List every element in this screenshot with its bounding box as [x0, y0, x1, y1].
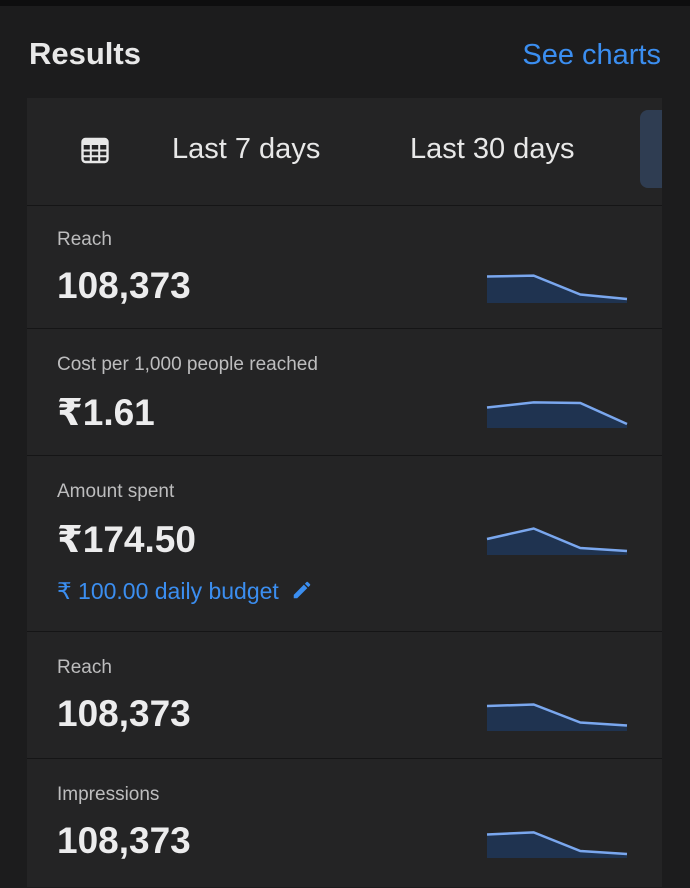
metric-label: Amount spent: [57, 481, 175, 502]
sparkline-line: [486, 703, 628, 727]
sparkline-line: [486, 831, 628, 856]
results-panel: Last 7 days Last 30 days Reach 108,373 C…: [27, 98, 662, 887]
sparkline-area: [487, 704, 627, 731]
daily-budget-link[interactable]: ₹ 100.00 daily budget: [57, 578, 313, 605]
date-option-selected-partial[interactable]: [640, 110, 662, 188]
page-title: Results: [29, 36, 141, 71]
metric-value: ₹174.50: [57, 519, 196, 560]
sparkline-line: [486, 527, 628, 553]
daily-budget-text: ₹ 100.00 daily budget: [57, 578, 279, 604]
metric-value: 108,373: [57, 265, 191, 306]
see-charts-link[interactable]: See charts: [522, 39, 661, 71]
metric-value: ₹1.61: [57, 392, 155, 433]
metric-amount-spent[interactable]: Amount spent ₹174.50 ₹ 100.00 daily budg…: [27, 455, 662, 632]
sparkline-area: [487, 275, 627, 303]
date-range-bar: Last 7 days Last 30 days: [27, 98, 662, 205]
sparkline: [486, 274, 628, 303]
sparkline: [486, 703, 628, 731]
pencil-icon: [293, 581, 311, 599]
metric-label: Cost per 1,000 people reached: [57, 354, 318, 375]
metric-value: 108,373: [57, 820, 191, 861]
metric-cost-per-1000-reached[interactable]: Cost per 1,000 people reached ₹1.61: [27, 328, 662, 456]
sparkline-line: [486, 401, 628, 426]
metric-impressions[interactable]: Impressions 108,373: [27, 758, 662, 888]
sparkline-line: [486, 274, 628, 301]
sparkline: [486, 401, 628, 428]
sparkline-area: [487, 832, 627, 858]
sparkline: [486, 831, 628, 858]
status-strip: [0, 0, 690, 6]
sparkline-area: [487, 528, 627, 555]
date-option-last-7-days[interactable]: Last 7 days: [172, 133, 321, 165]
metric-label: Reach: [57, 657, 112, 678]
metric-value: 108,373: [57, 693, 191, 734]
metric-label: Reach: [57, 229, 112, 250]
sparkline: [486, 527, 628, 555]
results-header: Results See charts: [0, 6, 690, 98]
calendar-icon[interactable]: [81, 136, 109, 164]
metric-reach[interactable]: Reach 108,373: [27, 205, 662, 332]
metric-label: Impressions: [57, 784, 160, 805]
metric-reach-2[interactable]: Reach 108,373: [27, 631, 662, 759]
date-option-last-30-days[interactable]: Last 30 days: [410, 133, 575, 165]
